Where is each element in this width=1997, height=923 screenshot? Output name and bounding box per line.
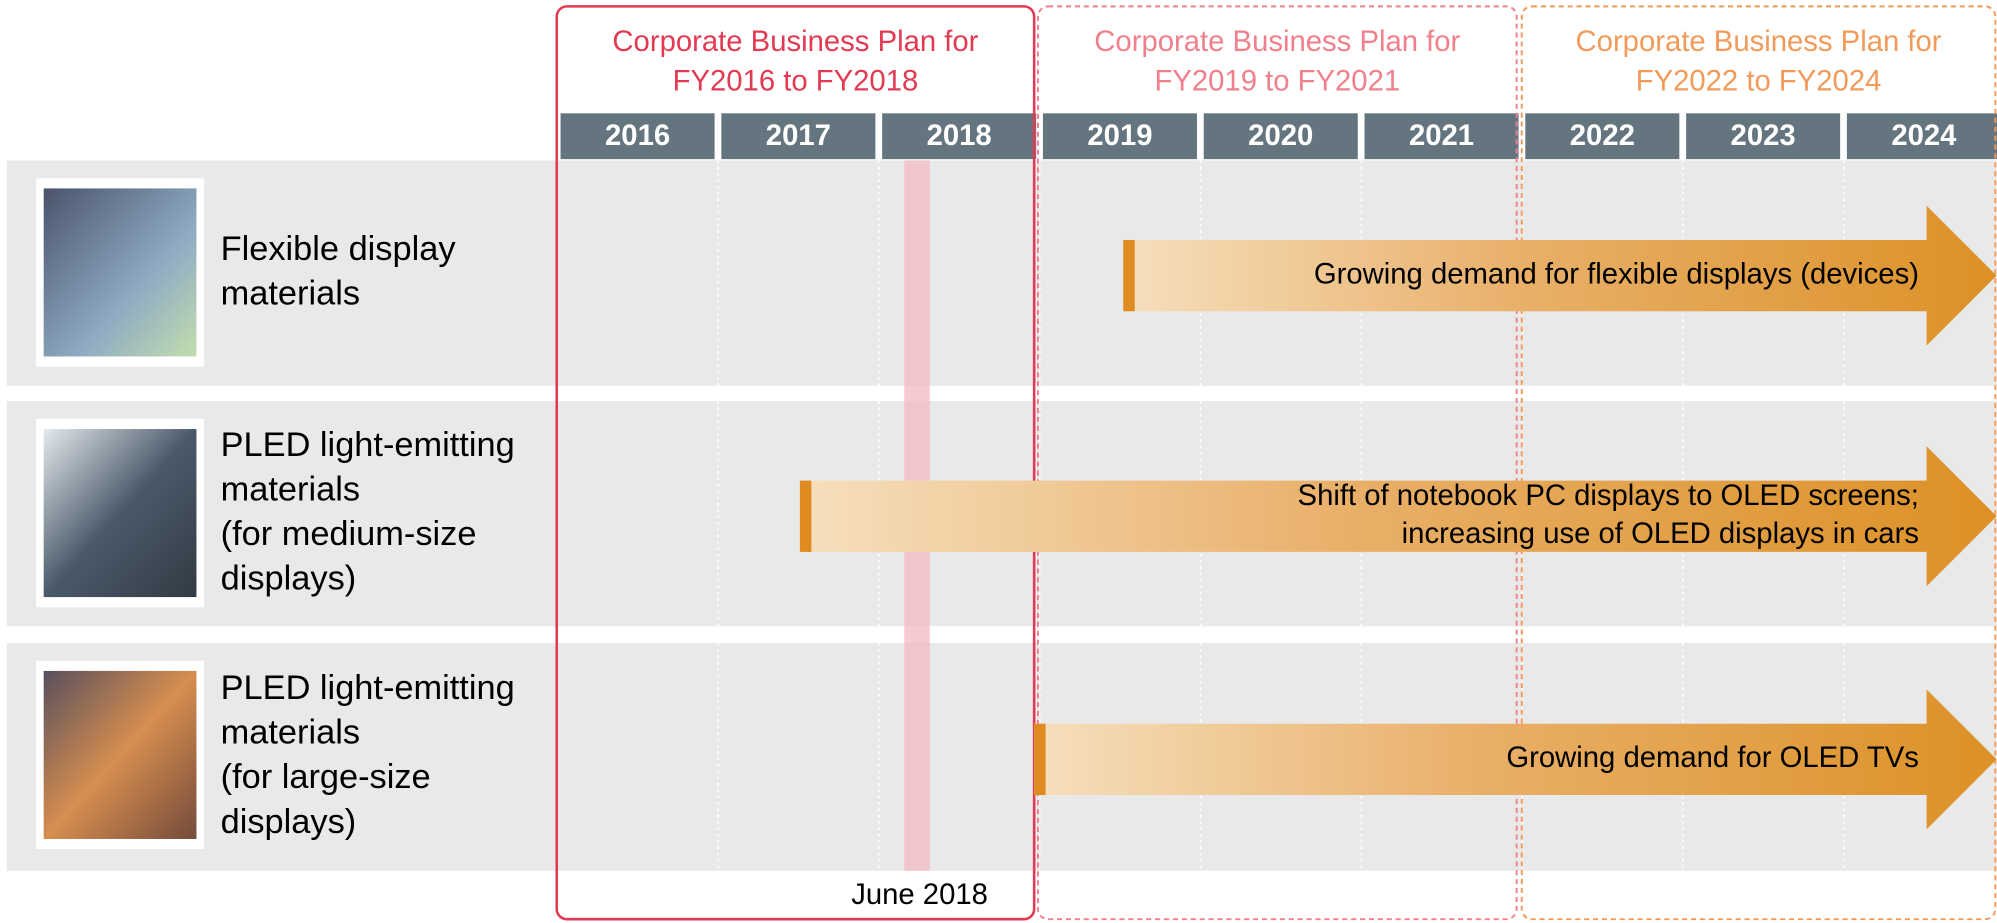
year-label: 2024: [1891, 119, 1957, 152]
row-label: PLED light-emitting: [221, 669, 515, 707]
product-image-content: [44, 429, 197, 597]
year-label: 2016: [605, 119, 670, 152]
arrow-text: Growing demand for OLED TVs: [1506, 741, 1919, 774]
arrow-text: increasing use of OLED displays in cars: [1402, 517, 1919, 550]
row-label: materials: [221, 714, 360, 752]
year-label: 2018: [927, 119, 992, 152]
row-label: displays): [221, 803, 357, 841]
row-label: displays): [221, 560, 357, 598]
year-label: 2023: [1731, 119, 1796, 152]
year-label: 2020: [1248, 119, 1313, 152]
plan-title: Corporate Business Plan for: [1576, 25, 1942, 58]
row-label: (for medium-size: [221, 515, 477, 553]
plan-title: FY2019 to FY2021: [1154, 64, 1400, 97]
plan-title: Corporate Business Plan for: [1094, 25, 1460, 58]
arrow-text: Shift of notebook PC displays to OLED sc…: [1298, 479, 1919, 512]
arrow-start: [1123, 240, 1134, 311]
row-label: PLED light-emitting: [221, 426, 515, 464]
arrow-start: [1034, 724, 1045, 795]
plan-title: FY2022 to FY2024: [1636, 64, 1882, 97]
year-label: 2022: [1570, 119, 1635, 152]
year-label: 2017: [766, 119, 831, 152]
product-image-content: [44, 671, 197, 839]
arrow-start: [800, 481, 811, 552]
product-image-content: [44, 188, 197, 356]
plan-title: FY2016 to FY2018: [673, 64, 919, 97]
row-label: Flexible display: [221, 230, 457, 268]
arrow-text: Growing demand for flexible displays (de…: [1314, 257, 1919, 290]
row-label: materials: [221, 274, 360, 312]
year-label: 2021: [1409, 119, 1474, 152]
row-label: (for large-size: [221, 758, 431, 796]
roadmap: June 2018 2016 2017 2018 2019 2020 2021 2022 202…: [0, 0, 1997, 923]
year-label: 2019: [1087, 119, 1152, 152]
plan-title: Corporate Business Plan for: [612, 25, 978, 58]
date-marker-label: June 2018: [851, 878, 988, 911]
row-label: materials: [221, 470, 360, 508]
